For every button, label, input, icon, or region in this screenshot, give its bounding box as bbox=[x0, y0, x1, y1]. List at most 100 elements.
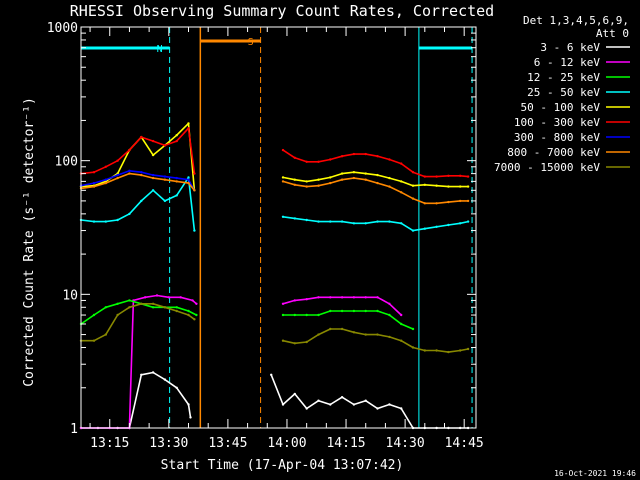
series-point bbox=[293, 342, 296, 345]
series-point bbox=[459, 199, 462, 203]
y-tick-label: 1000 bbox=[47, 21, 78, 36]
series-point bbox=[144, 296, 147, 299]
series-point bbox=[317, 399, 320, 402]
series-point bbox=[104, 181, 108, 185]
y-tick-label: 100 bbox=[55, 155, 78, 170]
series-point bbox=[116, 218, 119, 222]
series-point bbox=[317, 220, 320, 223]
series-point bbox=[163, 178, 167, 181]
x-tick-label: 14:30 bbox=[386, 436, 425, 451]
series-point bbox=[92, 220, 96, 223]
series-point bbox=[411, 229, 415, 232]
series-point bbox=[104, 178, 108, 181]
series-point bbox=[329, 309, 332, 313]
series-point bbox=[175, 306, 178, 309]
series-point bbox=[376, 181, 379, 185]
series-point bbox=[187, 178, 190, 181]
series-point bbox=[305, 218, 308, 222]
series-point bbox=[435, 202, 438, 205]
series-point bbox=[352, 152, 356, 156]
series-point bbox=[352, 171, 356, 174]
series-point bbox=[305, 340, 308, 344]
series-point bbox=[305, 313, 308, 317]
series-point bbox=[187, 176, 190, 179]
series-point bbox=[466, 185, 470, 188]
series-point bbox=[329, 181, 332, 185]
series-point bbox=[151, 139, 155, 143]
series-point bbox=[187, 403, 190, 406]
series-point bbox=[388, 335, 391, 339]
series-point bbox=[281, 180, 285, 183]
series-point bbox=[340, 327, 344, 331]
series-point bbox=[104, 306, 108, 309]
series-point bbox=[293, 217, 296, 220]
series-point bbox=[400, 322, 403, 326]
series-point bbox=[364, 309, 367, 313]
series-point bbox=[447, 223, 450, 227]
series-point bbox=[163, 378, 167, 381]
legend-label: 12 - 25 keV bbox=[527, 71, 600, 84]
series-point bbox=[388, 220, 391, 223]
series-point bbox=[140, 373, 143, 376]
legend-header: Att 0 bbox=[596, 27, 629, 40]
series-point bbox=[281, 302, 285, 305]
series-point bbox=[400, 162, 403, 165]
legend-label: 3 - 6 keV bbox=[540, 41, 600, 54]
x-tick-label: 14:15 bbox=[326, 436, 365, 451]
series-point bbox=[92, 339, 96, 342]
series-point bbox=[411, 184, 415, 187]
legend-label: 300 - 800 keV bbox=[514, 131, 600, 144]
series-point bbox=[364, 172, 367, 175]
series-point bbox=[411, 197, 415, 200]
series-point bbox=[411, 346, 415, 349]
series-point bbox=[317, 313, 320, 317]
series-point bbox=[189, 416, 192, 419]
plot-frame bbox=[80, 26, 477, 429]
footer-timestamp: 16-Oct-2021 19:46 bbox=[554, 469, 636, 478]
series-point bbox=[423, 175, 426, 178]
series-point bbox=[466, 220, 470, 223]
series-point bbox=[364, 399, 367, 402]
series-point bbox=[364, 152, 367, 156]
series-point bbox=[151, 306, 155, 309]
series-point bbox=[364, 178, 367, 181]
series-point bbox=[340, 155, 344, 158]
series-point bbox=[423, 227, 426, 230]
series-point bbox=[293, 299, 296, 302]
series-point bbox=[447, 174, 450, 177]
series-point bbox=[92, 181, 96, 185]
series-point bbox=[187, 181, 190, 185]
series-point bbox=[447, 200, 450, 204]
series-point bbox=[466, 199, 470, 203]
y-axis-label: Corrected Count Rate (s⁻¹ detector⁻¹) bbox=[22, 97, 37, 387]
series-point bbox=[376, 220, 379, 223]
series-point bbox=[163, 199, 167, 203]
series-point bbox=[175, 309, 178, 313]
series-point bbox=[116, 313, 119, 317]
series-point bbox=[305, 185, 308, 188]
series-point bbox=[459, 174, 462, 177]
series-point bbox=[435, 225, 438, 228]
series-point bbox=[352, 222, 356, 225]
x-tick-label: 14:45 bbox=[445, 436, 484, 451]
series-point bbox=[195, 313, 198, 317]
series-point bbox=[151, 176, 155, 180]
series-point bbox=[191, 299, 194, 302]
series-point bbox=[376, 296, 379, 299]
series-point bbox=[352, 176, 356, 180]
series-point bbox=[317, 184, 320, 187]
series-point bbox=[116, 173, 119, 177]
series-point bbox=[376, 309, 379, 313]
series-point bbox=[388, 176, 391, 180]
series-point bbox=[151, 173, 155, 177]
series-point bbox=[423, 349, 426, 352]
series-point bbox=[128, 212, 131, 216]
series-point bbox=[175, 194, 178, 197]
series-point bbox=[340, 220, 344, 223]
series-point bbox=[340, 396, 344, 399]
series-point bbox=[352, 309, 356, 313]
annotation-layer: NS bbox=[81, 27, 473, 428]
series-point bbox=[140, 302, 143, 305]
series-point bbox=[128, 172, 131, 175]
series-point bbox=[400, 180, 403, 183]
